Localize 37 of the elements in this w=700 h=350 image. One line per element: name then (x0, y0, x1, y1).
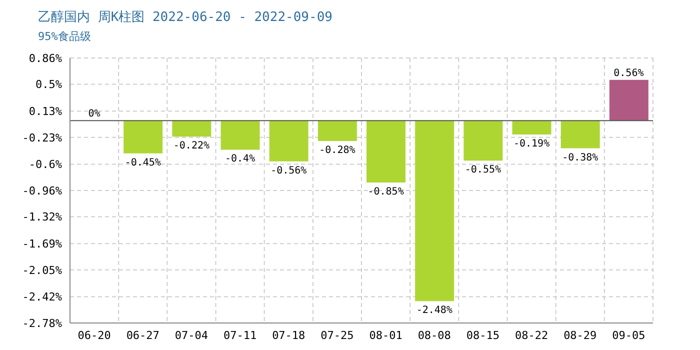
x-tick-label: 08-15 (466, 328, 500, 342)
data-label: 0% (88, 108, 100, 120)
data-label: -0.55% (464, 164, 502, 176)
chart-subtitle: 95%食品级 (38, 29, 91, 44)
x-tick-label: 06-27 (126, 328, 160, 342)
x-tick-label: 07-04 (174, 328, 208, 342)
x-tick-label: 08-08 (418, 328, 451, 342)
x-tick-label: 08-22 (514, 328, 548, 342)
y-tick-label: -0.96% (22, 184, 62, 198)
y-tick-label: -1.69% (22, 238, 62, 251)
x-tick-label: 07-18 (272, 328, 306, 342)
y-tick-label: -2.05% (22, 264, 62, 277)
x-tick-label: 08-01 (369, 328, 402, 342)
y-tick-label: -1.32% (22, 210, 62, 224)
x-tick-label: 07-11 (223, 328, 257, 342)
data-label: 0.56% (614, 68, 644, 79)
data-label: -0.85% (368, 186, 404, 198)
x-tick-label: 09-05 (612, 328, 646, 342)
x-tick-label: 06-20 (78, 328, 111, 342)
data-label: -0.45% (124, 157, 161, 168)
data-label: -0.22% (173, 140, 210, 152)
y-tick-label: -0.23% (22, 131, 62, 144)
x-tick-label: 07-25 (320, 328, 354, 342)
y-tick-label: -2.42% (22, 290, 62, 304)
y-tick-label: 0.86% (28, 52, 62, 65)
y-tick-label: -2.78% (22, 316, 62, 330)
y-tick-label: 0.13% (28, 105, 62, 118)
data-label: -0.38% (562, 152, 598, 164)
data-label: -0.4% (224, 154, 256, 165)
x-tick-label: 08-29 (564, 328, 597, 342)
chart-title: 乙醇国内 周K柱图 2022-06-20 - 2022-09-09 (38, 9, 332, 26)
y-tick-label: -0.6% (28, 158, 62, 172)
data-label: -0.56% (270, 165, 307, 176)
y-tick-label: 0.5% (36, 78, 62, 92)
data-label: -2.48% (416, 305, 452, 316)
data-label: -0.28% (319, 144, 356, 156)
data-label: -0.19% (513, 138, 550, 150)
